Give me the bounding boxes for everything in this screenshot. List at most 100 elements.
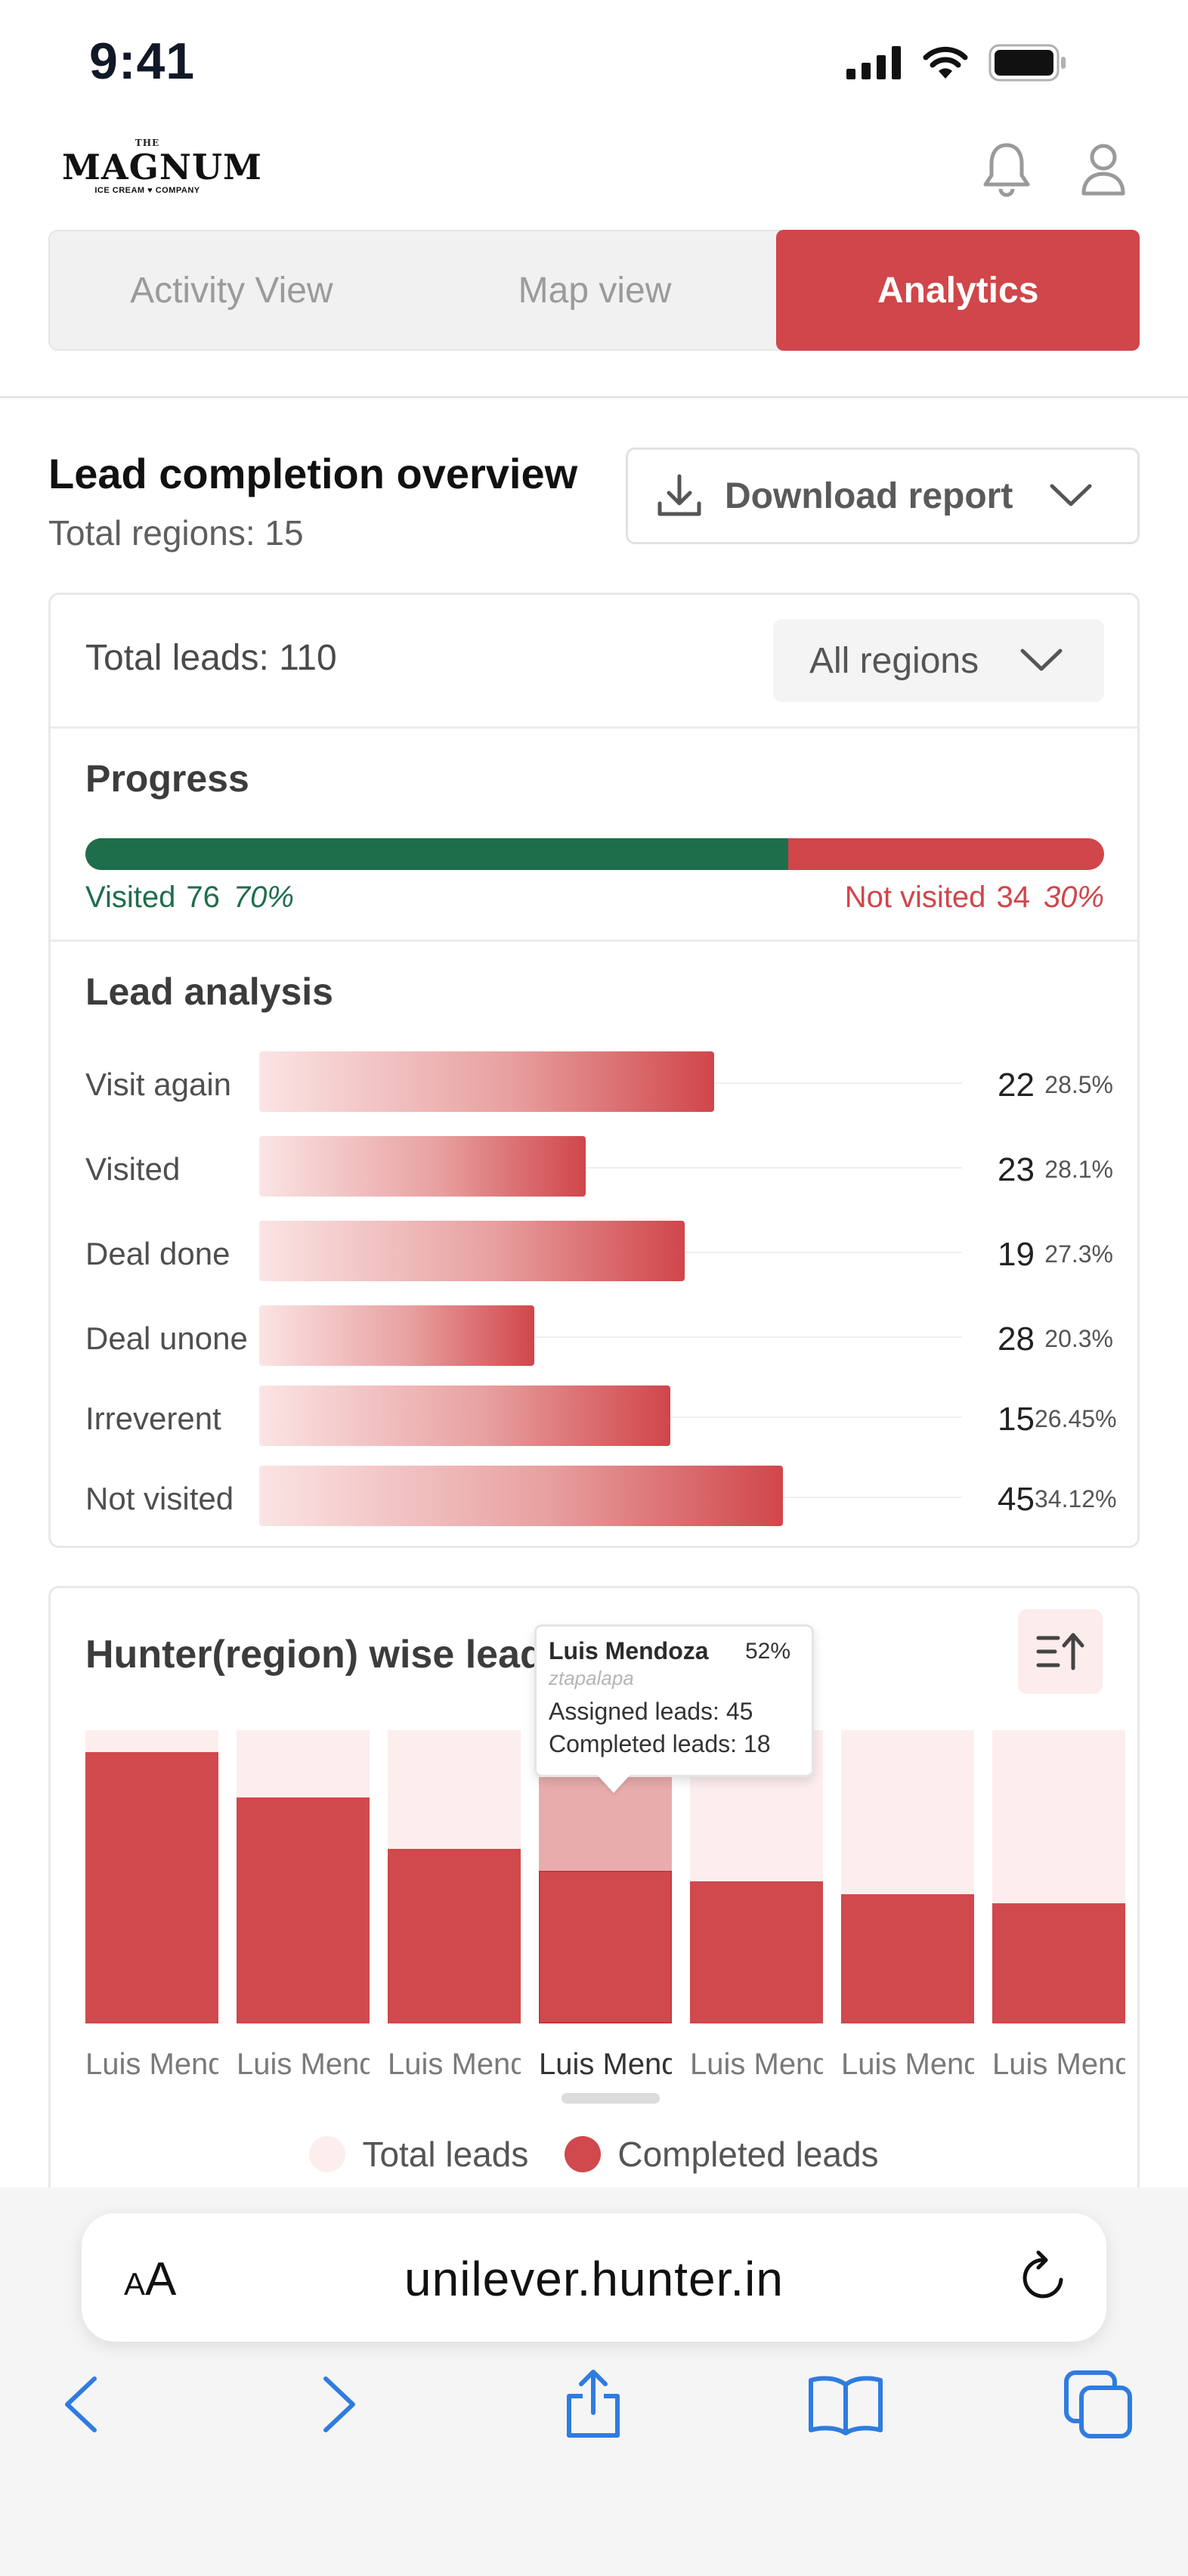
- share-icon: [567, 2370, 620, 2438]
- share-button[interactable]: [552, 2363, 635, 2446]
- tooltip-pct: 52%: [744, 1639, 790, 1664]
- column-label: Luis Mendoza: [841, 2048, 974, 2081]
- row-label: Deal unone: [85, 1321, 248, 1356]
- row-label: Deal done: [85, 1236, 230, 1271]
- url-text: unilever.hunter.in: [404, 2252, 784, 2306]
- column-completed-fill: [85, 1752, 218, 2023]
- leads-card: Total leads: 110 All regions Progress Vi…: [48, 593, 1140, 1548]
- region-select[interactable]: All regions: [773, 619, 1104, 702]
- brand-logo-tagline: ICE CREAM ♥ COMPANY: [94, 186, 200, 195]
- row-label: Not visited: [85, 1481, 234, 1516]
- row-label: Irreverent: [85, 1401, 221, 1436]
- card-divider: [51, 940, 1137, 942]
- hunter-column[interactable]: [85, 1730, 218, 2023]
- profile-button[interactable]: [1073, 135, 1134, 204]
- download-report-label: Download report: [725, 475, 1013, 516]
- column-label: Luis Mendoza: [388, 2048, 521, 2081]
- column-completed-fill: [237, 1797, 370, 2023]
- battery-icon: [988, 44, 1066, 82]
- tabs-button[interactable]: [1057, 2363, 1140, 2446]
- column-label: Luis Mendoza: [690, 2048, 823, 2081]
- region-select-value: All regions: [809, 640, 979, 681]
- address-bar[interactable]: AAAA unilever.hunter.in: [82, 2213, 1106, 2342]
- visited-pct: 70%: [233, 881, 294, 914]
- progress-visited-fill: [85, 838, 789, 870]
- row-pct: 20.3%: [1044, 1325, 1113, 1352]
- progress-visited: Visited 76 70%: [85, 881, 294, 915]
- row-bar: [259, 1305, 534, 1366]
- hunter-column[interactable]: [539, 1730, 672, 2023]
- sort-button[interactable]: [1018, 1609, 1103, 1694]
- tab-map-view[interactable]: Map view: [518, 270, 672, 311]
- column-label: Luis Mendoza: [992, 2048, 1125, 2081]
- forward-button[interactable]: [298, 2363, 381, 2446]
- progress-not-visited: Not visited 34 30%: [845, 881, 1104, 915]
- download-report-button[interactable]: Download report: [626, 447, 1140, 544]
- tab-analytics[interactable]: Analytics: [776, 230, 1140, 351]
- visited-count: 76: [186, 881, 220, 914]
- row-bar: [259, 1466, 783, 1526]
- bookmarks-icon: [809, 2376, 883, 2435]
- hunter-column[interactable]: [992, 1730, 1125, 2023]
- tooltip-arrow: [597, 1775, 630, 1793]
- row-bar: [259, 1221, 685, 1281]
- hunter-wise-leads-card: Hunter(region) wise leads Luis Mendoza Lu…: [48, 1586, 1140, 2210]
- tooltip-completed: Completed leads: 18: [549, 1730, 771, 1757]
- wifi-icon: [923, 46, 968, 79]
- total-regions: Total regions: 15: [48, 513, 304, 553]
- tooltip-area: ztapalapa: [549, 1667, 634, 1689]
- back-button[interactable]: [39, 2363, 122, 2446]
- column-completed-fill: [690, 1881, 823, 2023]
- view-tabs: Activity View Map view Analytics: [48, 230, 1140, 351]
- header-divider: [0, 396, 1188, 398]
- row-pct: 34.12%: [1035, 1485, 1117, 1512]
- progress-title: Progress: [85, 757, 249, 800]
- total-leads: Total leads: 110: [85, 638, 337, 678]
- text-size-button[interactable]: AAAA: [124, 2253, 177, 2305]
- row-value: 19: [998, 1236, 1035, 1273]
- sort-ascending-icon: [1036, 1633, 1084, 1670]
- status-bar: 9:41: [0, 0, 1188, 113]
- visited-label: Visited: [85, 881, 176, 914]
- row-pct: 26.45%: [1035, 1405, 1117, 1432]
- not-visited-pct: 30%: [1043, 881, 1104, 914]
- chart-scrollbar[interactable]: [562, 2093, 660, 2104]
- lead-analysis-row: Visited 23 28.1%: [85, 1136, 1113, 1200]
- bookmarks-button[interactable]: [804, 2363, 887, 2446]
- page-title: Lead completion overview: [48, 450, 578, 497]
- reload-icon: [1022, 2250, 1063, 2299]
- row-value: 23: [998, 1151, 1035, 1188]
- hunter-column[interactable]: [237, 1730, 370, 2023]
- hunter-chart-title: Hunter(region) wise leads: [85, 1633, 566, 1677]
- column-completed-fill: [388, 1849, 521, 2023]
- hunter-column[interactable]: [841, 1730, 974, 2023]
- hunter-column[interactable]: [388, 1730, 521, 2023]
- row-label: Visit again: [85, 1067, 232, 1102]
- forward-icon: [323, 2376, 355, 2432]
- brand-logo-the: THE: [135, 138, 160, 148]
- legend-dot-completed: [565, 2136, 602, 2172]
- text-size-small-a: A: [124, 2266, 146, 2302]
- tabs-icon: [1064, 2370, 1132, 2438]
- notifications-button[interactable]: [976, 135, 1037, 204]
- hunter-column[interactable]: [690, 1730, 823, 2023]
- legend-item-total: Total leads: [309, 2134, 528, 2175]
- status-icons: [846, 44, 1067, 82]
- bell-icon: [983, 143, 1030, 197]
- reload-button[interactable]: [1017, 2249, 1070, 2309]
- brand-logo[interactable]: THE MAGNUM ICE CREAM ♥ COMPANY: [62, 138, 261, 203]
- row-value: 15: [998, 1401, 1035, 1438]
- row-value: 22: [998, 1067, 1035, 1104]
- not-visited-count: 34: [996, 881, 1030, 914]
- row-guide: [259, 1167, 962, 1169]
- browser-toolbar: AAAA unilever.hunter.in: [0, 2187, 1188, 2576]
- chart-tooltip: Luis Mendoza 52% ztapalapa Assigned lead…: [534, 1624, 814, 1793]
- row-pct: 28.1%: [1044, 1156, 1113, 1183]
- row-pct: 28.5%: [1044, 1071, 1113, 1098]
- tab-activity-view[interactable]: Activity View: [130, 270, 333, 311]
- tooltip-assigned: Assigned leads: 45: [549, 1698, 753, 1725]
- column-label: Luis Mendoza: [85, 2048, 218, 2081]
- signal-icon: [846, 46, 901, 79]
- legend-label-completed: Completed leads: [617, 2135, 879, 2174]
- row-value: 28: [998, 1321, 1035, 1358]
